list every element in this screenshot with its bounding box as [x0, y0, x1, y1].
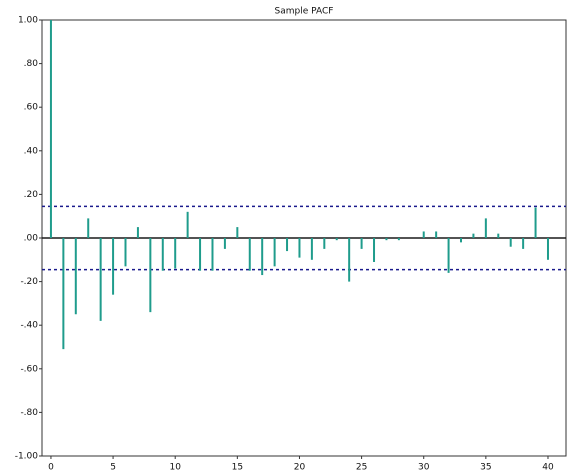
- y-tick-label: -.20: [20, 277, 38, 287]
- x-tick-label: 5: [110, 463, 116, 473]
- y-tick-label: -.80: [20, 408, 38, 418]
- y-tick-label: -.40: [20, 321, 38, 331]
- y-tick-label: .00: [24, 234, 39, 244]
- x-tick-label: 20: [294, 463, 306, 473]
- y-tick-label: .60: [24, 103, 39, 113]
- x-tick-label: 40: [542, 463, 554, 473]
- y-tick-label: -.60: [20, 364, 38, 374]
- x-tick-label: 25: [356, 463, 367, 473]
- x-tick-label: 30: [418, 463, 430, 473]
- y-tick-label: .20: [24, 190, 39, 200]
- x-tick-label: 0: [48, 463, 54, 473]
- x-tick-label: 35: [480, 463, 491, 473]
- y-tick-label: .40: [24, 146, 39, 156]
- chart-title: Sample PACF: [275, 7, 334, 17]
- y-tick-label: -1.00: [15, 452, 39, 462]
- y-tick-label: .80: [24, 59, 39, 69]
- x-tick-label: 15: [232, 463, 243, 473]
- y-tick-label: 1.00: [18, 16, 38, 26]
- x-tick-label: 10: [169, 463, 181, 473]
